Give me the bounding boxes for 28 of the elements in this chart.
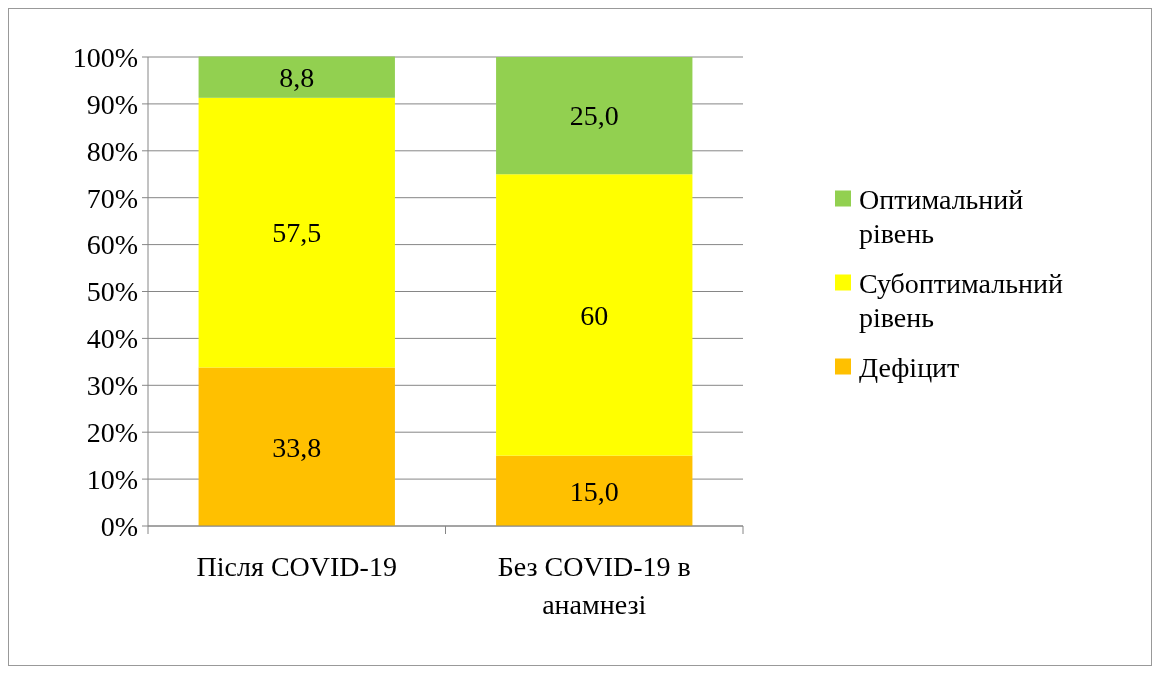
- bar: [198, 367, 395, 526]
- legend-label: Оптимальний рівень: [859, 183, 1024, 249]
- x-tick-label: Без COVID-19 в анамнезі: [497, 551, 691, 620]
- y-tick-label: 20%: [86, 417, 138, 448]
- y-tick-label: 0%: [100, 510, 138, 542]
- y-tick-label: 60%: [86, 229, 138, 261]
- bar: [198, 97, 395, 368]
- legend-label: Дефіцит: [859, 351, 960, 383]
- bar: [496, 455, 693, 526]
- legend-label: Субоптимальний рівень: [859, 267, 1063, 333]
- data-label: 15,0: [569, 475, 619, 507]
- bar: [198, 56, 395, 98]
- bar: [496, 57, 693, 175]
- y-tick-label: 70%: [86, 182, 138, 214]
- x-tick-label: Після COVID-19: [196, 551, 397, 582]
- y-tick-label: 40%: [86, 323, 138, 355]
- y-tick-label: 30%: [86, 370, 138, 402]
- y-tick-label: 100%: [72, 41, 138, 73]
- data-label: 25,0: [569, 100, 619, 132]
- y-tick-label: 80%: [86, 135, 138, 167]
- bar: [496, 174, 693, 456]
- y-tick-label: 50%: [86, 276, 138, 308]
- data-label: 8,8: [279, 61, 315, 93]
- data-label: 33,8: [272, 431, 322, 463]
- data-label: 57,5: [272, 217, 322, 249]
- y-tick-label: 10%: [86, 463, 138, 495]
- data-label: 60: [580, 299, 609, 331]
- y-tick-label: 90%: [86, 88, 138, 120]
